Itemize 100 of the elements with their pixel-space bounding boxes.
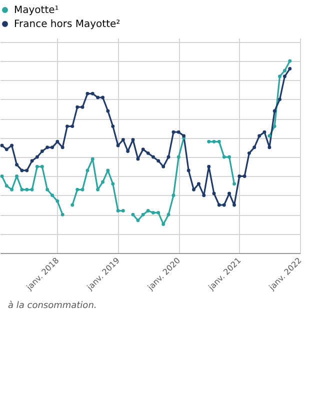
point [131, 212, 135, 216]
point [262, 130, 266, 134]
point [136, 157, 140, 161]
point [282, 68, 286, 72]
point [146, 151, 150, 155]
point [50, 194, 54, 198]
point [247, 151, 251, 155]
point [20, 168, 24, 172]
point [288, 66, 292, 70]
point [30, 159, 34, 163]
point [86, 168, 90, 172]
point [207, 140, 211, 144]
point [76, 105, 80, 109]
point [101, 180, 104, 184]
point [242, 174, 246, 178]
point [106, 109, 110, 113]
point [252, 146, 256, 150]
point [278, 74, 282, 78]
point [172, 130, 176, 134]
point [40, 150, 44, 153]
point [166, 212, 170, 216]
point [30, 188, 34, 192]
point [40, 164, 44, 168]
point [15, 162, 18, 166]
point [35, 164, 39, 168]
point [0, 174, 4, 178]
legend-label: Mayotte¹ [14, 5, 59, 16]
point [217, 203, 221, 207]
point [50, 146, 54, 150]
point [152, 155, 155, 159]
point [101, 96, 104, 100]
point [4, 184, 8, 188]
point [272, 124, 276, 128]
point [202, 194, 206, 198]
point [10, 188, 14, 192]
point [35, 155, 39, 159]
point [268, 146, 272, 150]
point [238, 174, 242, 178]
point [152, 210, 155, 214]
text: à la consommation. [8, 301, 98, 311]
point [15, 174, 18, 178]
point [70, 124, 74, 128]
point [207, 164, 211, 168]
point [121, 209, 125, 212]
point [282, 74, 286, 78]
point [20, 188, 24, 192]
point [141, 212, 145, 216]
point [162, 164, 166, 168]
point [25, 168, 29, 172]
point [90, 157, 94, 161]
point [232, 203, 236, 207]
point [56, 199, 60, 203]
point [46, 146, 50, 150]
point [46, 188, 50, 192]
point [116, 144, 120, 148]
point [258, 134, 262, 138]
point [60, 146, 64, 150]
point [25, 188, 29, 192]
point [272, 109, 276, 113]
point [106, 168, 110, 172]
point [90, 92, 94, 96]
point [192, 188, 196, 192]
point [4, 148, 8, 152]
point [222, 203, 226, 207]
point [80, 188, 84, 192]
point [70, 203, 74, 207]
point [212, 192, 216, 196]
point [156, 210, 160, 214]
point [80, 105, 84, 109]
point [278, 98, 282, 102]
point [76, 188, 80, 192]
point [217, 140, 221, 144]
point [111, 124, 115, 128]
point [86, 92, 90, 96]
point [288, 59, 292, 63]
point [60, 212, 64, 216]
point [111, 182, 115, 186]
point [131, 138, 135, 142]
point [268, 134, 272, 138]
point [10, 144, 14, 148]
legend-label: France hors Mayotte² [14, 19, 120, 30]
point [176, 130, 180, 134]
point [96, 96, 100, 100]
point [126, 150, 130, 153]
point [156, 159, 160, 163]
point [172, 194, 176, 198]
point [66, 124, 69, 128]
point [222, 155, 226, 159]
point [196, 182, 200, 186]
point [0, 144, 4, 148]
point [232, 182, 236, 186]
point [116, 209, 120, 212]
point [186, 168, 190, 172]
point [228, 155, 232, 159]
point [166, 155, 170, 159]
point [228, 192, 232, 196]
point [56, 140, 60, 144]
point [212, 140, 216, 144]
point [141, 148, 145, 152]
point [121, 138, 125, 142]
